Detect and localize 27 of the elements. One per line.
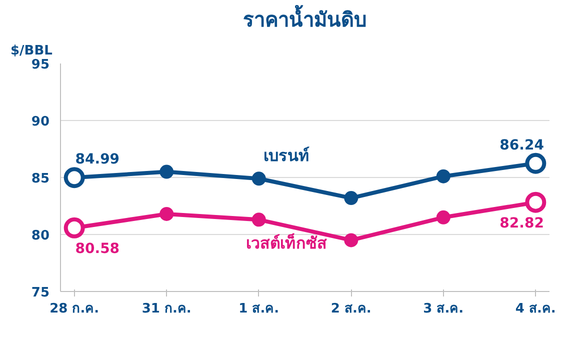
y-tick-label: 75 <box>31 286 50 300</box>
y-tick-label: 90 <box>31 114 50 130</box>
series-label: เวสต์เท็กซัส <box>246 231 328 252</box>
point <box>344 233 358 248</box>
data-label: 80.58 <box>75 240 120 257</box>
point <box>160 206 174 221</box>
x-tick-label: 28 ก.ค. <box>50 302 100 316</box>
point <box>344 191 358 206</box>
point <box>160 164 174 179</box>
y-tick-label: 85 <box>31 172 50 186</box>
point <box>436 169 450 184</box>
data-label: 86.24 <box>500 137 544 154</box>
x-tick-label: 1 ส.ค. <box>238 302 280 316</box>
data-label: 82.82 <box>500 215 544 232</box>
y-axis-title: $/BBL <box>10 44 52 58</box>
point <box>436 210 450 224</box>
point <box>252 172 266 186</box>
chart-title: ราคาน้ำมันดิบ <box>243 4 367 32</box>
point <box>252 212 266 227</box>
x-tick-label: 2 ส.ค. <box>330 302 372 316</box>
series-label: เบรนท์ <box>264 146 310 165</box>
x-tick-label: 31 ก.ค. <box>142 302 192 316</box>
x-tick-label: 3 ส.ค. <box>423 302 464 316</box>
x-tick-label: 4 ส.ค. <box>515 302 556 316</box>
y-tick-label: 95 <box>31 58 50 72</box>
y-tick-label: 80 <box>31 228 50 244</box>
data-label: 84.99 <box>75 152 120 168</box>
